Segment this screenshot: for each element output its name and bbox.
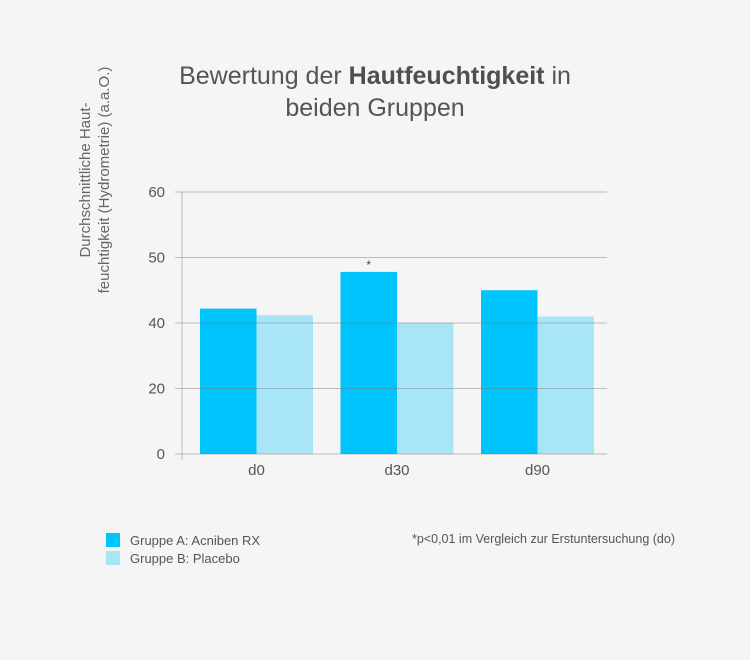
title-part-1: Bewertung der: [179, 62, 349, 90]
x-tick-label: d90: [525, 462, 550, 479]
legend-swatch-group-a: [106, 533, 120, 547]
title-emphasis: Hautfeuchtigkeit: [348, 62, 545, 90]
bar-d0-series-1: [200, 308, 257, 454]
bar-d90-series-2: [537, 316, 594, 454]
y-tick-label: 40: [148, 315, 165, 332]
y-tick-label: 0: [157, 446, 165, 463]
title-line-2: beiden Gruppen: [285, 94, 465, 122]
x-tick-label: d30: [384, 462, 409, 479]
x-tick-label: d0: [248, 462, 265, 479]
title-part-3: in: [544, 62, 571, 90]
bar-d0-series-2: [256, 315, 313, 454]
y-tick-label: 20: [148, 381, 165, 398]
bar-d90-series-1: [481, 290, 538, 454]
bar-d30-series-1: [340, 271, 397, 454]
bar-d30-series-2: [397, 323, 454, 454]
legend-label-group-a: Gruppe A: Acniben RX: [130, 532, 261, 548]
legend-label-group-b: Gruppe B: Placebo: [130, 550, 240, 566]
legend-item-group-a: Gruppe A: Acniben RX: [106, 531, 260, 549]
footnote: *p<0,01 im Vergleich zur Erstuntersuchun…: [412, 532, 675, 546]
y-tick-label: 50: [148, 250, 165, 267]
legend-swatch-group-b: [106, 551, 120, 565]
y-tick-label: 60: [148, 184, 165, 201]
legend: Gruppe A: Acniben RX Gruppe B: Placebo: [106, 531, 260, 567]
legend-item-group-b: Gruppe B: Placebo: [106, 549, 260, 567]
significance-marker: *: [366, 258, 371, 272]
chart-title: Bewertung der Hautfeuchtigkeit in beiden…: [0, 60, 750, 124]
